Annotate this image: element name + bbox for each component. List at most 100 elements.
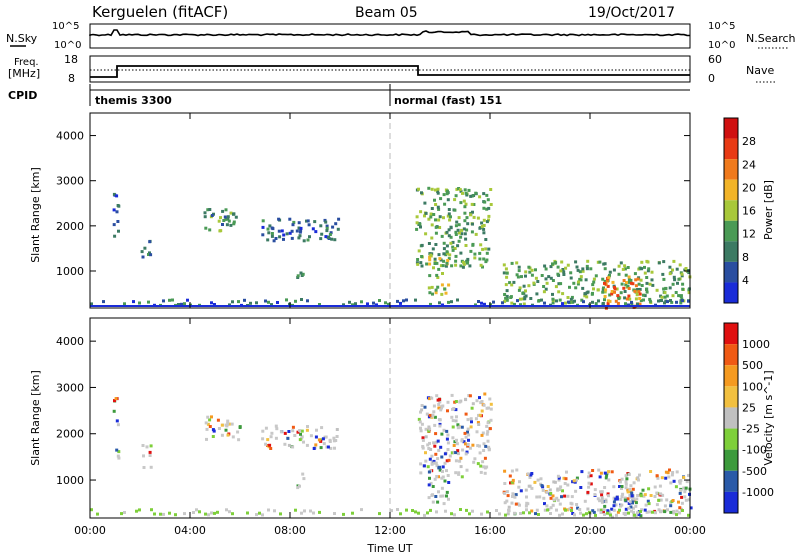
x-tick-label: 04:00 — [174, 524, 206, 537]
echo-cell — [220, 423, 224, 427]
echo-cell — [529, 473, 533, 477]
cpid-mode-2: normal (fast) 151 — [394, 94, 502, 107]
echo-cell — [645, 290, 649, 294]
echo-cell — [419, 429, 423, 433]
echo-cell — [678, 511, 681, 515]
echo-cell — [556, 498, 560, 502]
echo-cell — [553, 480, 557, 484]
colorbar-frame — [723, 322, 739, 514]
echo-cell — [557, 290, 561, 294]
echo-cell — [314, 443, 318, 447]
echo-cell — [299, 432, 302, 436]
velocity-ylabel: Slant Range [km] — [29, 370, 42, 466]
echo-cell — [631, 282, 635, 286]
echo-cell — [647, 502, 651, 506]
echo-cell — [657, 508, 661, 512]
echo-cell — [225, 223, 229, 227]
echo-cell — [482, 403, 486, 407]
echo-cell — [592, 277, 596, 281]
echo-cell — [620, 503, 624, 507]
echo-cell — [468, 264, 472, 268]
echo-cell — [552, 480, 556, 484]
echo-cell — [429, 212, 433, 216]
freq-strip-frame — [89, 55, 691, 83]
echo-cell — [457, 471, 461, 475]
echo-cell — [434, 452, 438, 456]
echo-cell — [466, 430, 469, 434]
echo-cell — [473, 252, 477, 256]
echo-cell — [309, 434, 313, 438]
echo-cell — [419, 426, 422, 430]
echo-cell — [465, 450, 469, 454]
echo-cell — [510, 301, 514, 305]
echo-cell — [602, 508, 606, 512]
echo-cell — [619, 291, 623, 295]
echo-cell — [319, 446, 323, 450]
echo-cell — [334, 222, 338, 226]
echo-cell — [675, 300, 678, 304]
nsky-series-line — [89, 29, 691, 37]
echo-cell — [459, 235, 463, 239]
echo-cell — [238, 425, 242, 429]
echo-cell — [278, 235, 282, 239]
echo-cell — [631, 487, 635, 491]
echo-cell — [464, 237, 468, 241]
echo-cell — [451, 240, 455, 244]
echo-cell — [564, 301, 567, 305]
echo-cell — [563, 494, 567, 498]
echo-cell — [427, 447, 431, 450]
echo-cell — [457, 187, 461, 190]
echo-cell — [294, 508, 297, 512]
echo-cell — [204, 512, 207, 516]
echo-cell — [117, 229, 120, 233]
echo-cell — [301, 472, 305, 476]
echo-cell — [542, 290, 546, 294]
echo-cell — [206, 415, 210, 419]
echo-cell — [283, 431, 287, 435]
echo-cell — [427, 425, 431, 429]
echo-cell — [505, 499, 509, 503]
echo-cell — [482, 465, 486, 469]
echo-cell — [123, 302, 126, 306]
echo-cell — [659, 498, 663, 502]
echo-cell — [438, 400, 442, 404]
colorbar-segment — [724, 323, 738, 345]
echo-cell — [141, 444, 145, 447]
echo-cell — [114, 397, 118, 401]
echo-cell — [417, 187, 420, 191]
echo-cell — [441, 465, 445, 469]
y-tick-label: 2000 — [56, 220, 84, 233]
echo-cell — [460, 425, 464, 429]
echo-cell — [555, 496, 559, 500]
echo-cell — [524, 274, 527, 278]
echo-cell — [318, 510, 321, 514]
echo-cell — [566, 263, 570, 267]
echo-cell — [419, 471, 423, 475]
echo-cell — [255, 301, 258, 305]
echo-cell — [587, 485, 591, 489]
echo-cell — [336, 227, 340, 231]
echo-cell — [617, 297, 621, 301]
echo-cell — [640, 508, 644, 512]
echo-cell — [634, 501, 638, 505]
echo-cell — [471, 443, 475, 447]
echo-cell — [560, 495, 563, 499]
echo-cell — [306, 299, 309, 303]
echo-cell — [425, 262, 429, 266]
echo-cell — [685, 480, 689, 484]
echo-cell — [229, 211, 233, 215]
echo-cell — [546, 508, 549, 512]
echo-cell — [204, 421, 208, 425]
echo-cell — [431, 500, 435, 504]
echo-cell — [627, 275, 631, 279]
echo-cell — [464, 244, 468, 247]
echo-cell — [433, 415, 437, 419]
echo-cell — [633, 289, 637, 293]
echo-cell — [515, 261, 519, 265]
echo-cell — [505, 289, 509, 293]
echo-cell — [427, 483, 431, 487]
echo-cell — [585, 264, 589, 268]
echo-cell — [544, 267, 548, 271]
echo-cell — [432, 266, 435, 270]
echo-cell — [599, 490, 603, 494]
